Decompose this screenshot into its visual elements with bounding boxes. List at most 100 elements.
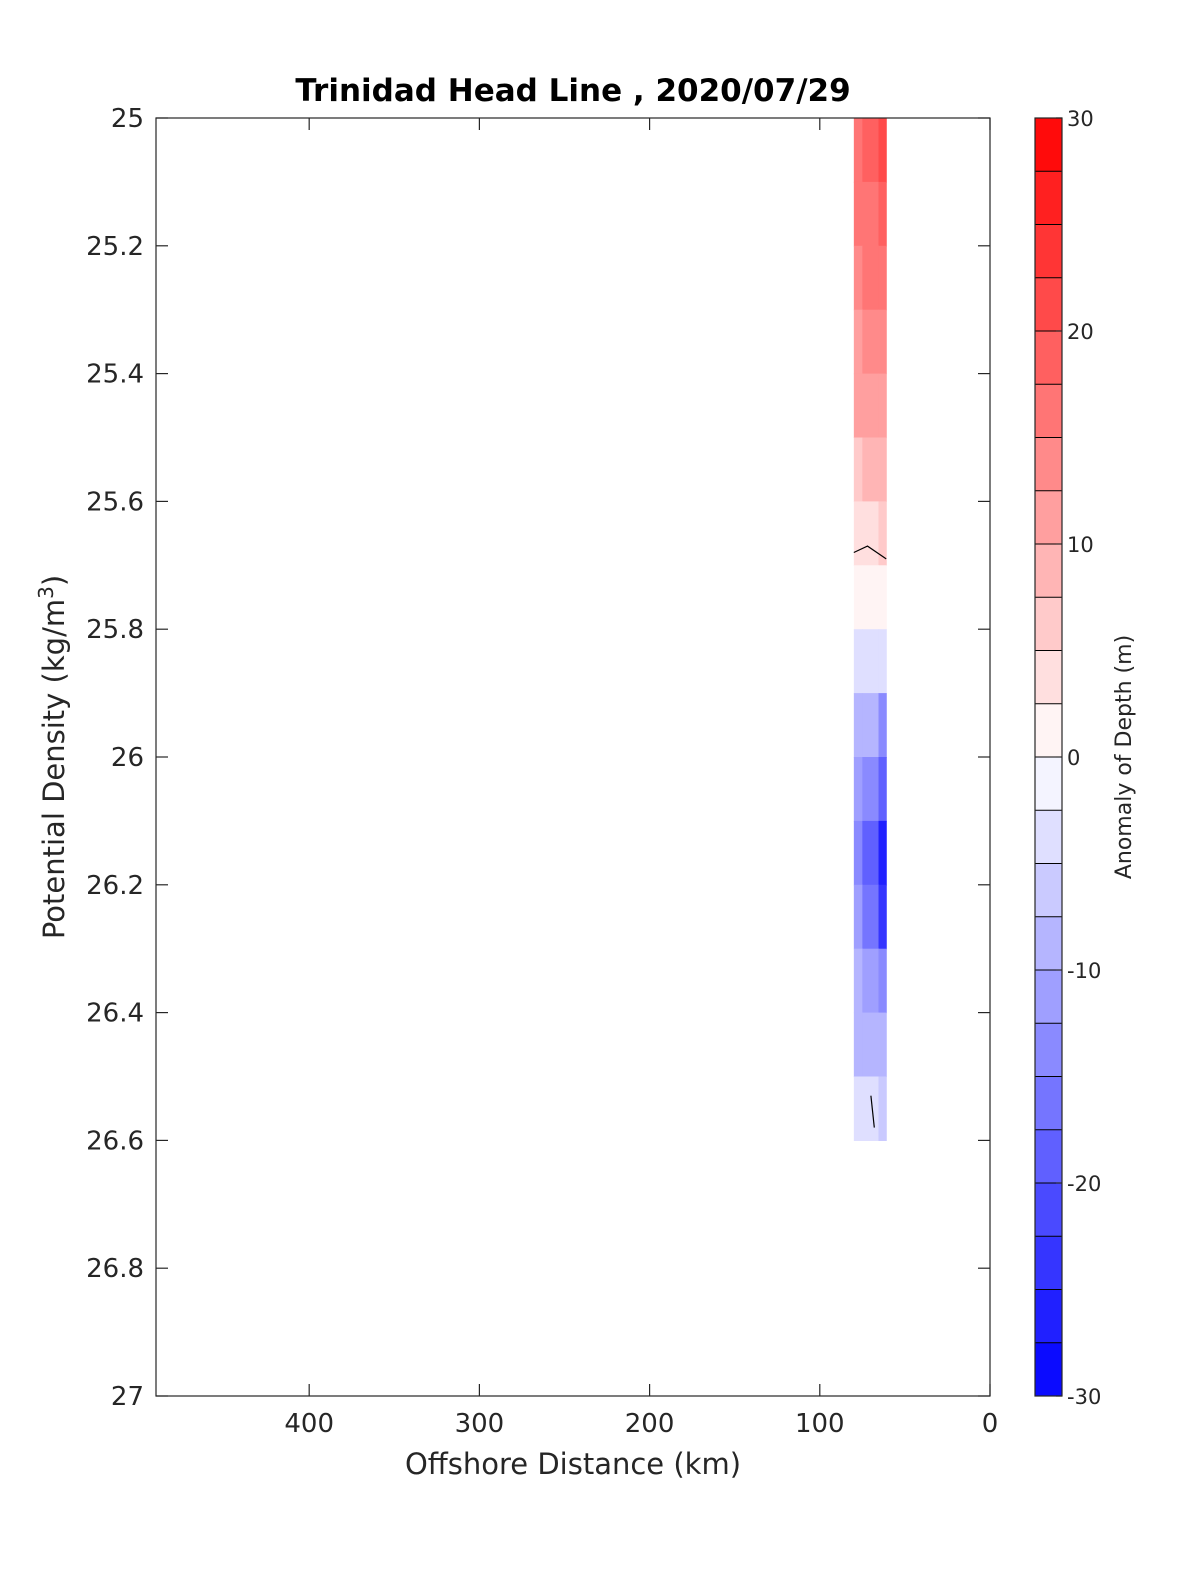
anomaly-cell (853, 1012, 863, 1078)
anomaly-cell (853, 309, 863, 375)
colorbar-level (1035, 1289, 1062, 1343)
y-tick-label: 25 (111, 104, 144, 134)
anomaly-cell (862, 118, 880, 183)
colorbar-tick-label: 20 (1067, 320, 1094, 344)
colorbar-level (1035, 171, 1062, 225)
colorbar-level (1035, 650, 1062, 704)
colorbar-level (1035, 1129, 1062, 1183)
anomaly-cell (878, 629, 887, 694)
x-tick-label: 200 (625, 1409, 675, 1439)
anomaly-cell (853, 245, 863, 311)
anomaly-cell (853, 181, 863, 247)
anomaly-cell (862, 820, 880, 886)
anomaly-cell (853, 118, 863, 183)
zero-contour-line (853, 545, 887, 560)
anomaly-cell (862, 1076, 880, 1141)
colorbar-level (1035, 490, 1062, 544)
anomaly-cell (878, 565, 887, 630)
colorbar-level (1035, 1076, 1062, 1130)
anomaly-cell (853, 437, 863, 502)
y-tick-label: 26 (111, 743, 144, 773)
colorbar-tick-label: 0 (1067, 746, 1080, 770)
y-tick-label: 25.4 (86, 360, 144, 390)
anomaly-cell (862, 1012, 880, 1078)
colorbar-level (1035, 224, 1062, 278)
anomaly-cell (862, 757, 880, 822)
colorbar-level (1035, 384, 1062, 438)
colorbar-ticks: 30 20 10 0 -10 -20 -30 (1056, 107, 1101, 1409)
y-axis-title-superscript: 3 (34, 586, 58, 599)
anomaly-cell (862, 437, 880, 502)
x-tick-label: 0 (982, 1409, 999, 1439)
anomaly-cell (878, 1012, 887, 1078)
anomaly-cell (862, 245, 880, 311)
colorbar-level (1035, 1023, 1062, 1077)
colorbar-level (1035, 277, 1062, 331)
anomaly-cell (862, 501, 880, 566)
anomaly-cell (853, 820, 863, 886)
colorbar: 30 20 10 0 -10 -20 -30 Anomaly of Depth (m) (1034, 107, 1137, 1409)
colorbar-level (1035, 597, 1062, 651)
anomaly-cell (853, 757, 863, 822)
colorbar-level (1035, 118, 1062, 172)
anomaly-cell (853, 948, 863, 1014)
anomaly-cell (862, 181, 880, 247)
anomaly-cell (853, 693, 863, 758)
anomaly-cell (878, 245, 887, 311)
contour-fill (853, 118, 887, 1141)
y-tick-label: 26.2 (86, 871, 144, 901)
chart-title: Trinidad Head Line , 2020/07/29 (295, 73, 850, 109)
anomaly-cell (853, 373, 863, 439)
colorbar-level (1035, 331, 1062, 385)
zero-contour-line (870, 1095, 875, 1128)
anomaly-cell (878, 948, 887, 1014)
plot-area: 400 300 200 100 0 25 25.2 25.4 25.6 25.8 26 26.2 26… (86, 104, 998, 1439)
colorbar-levels (1035, 118, 1062, 1396)
anomaly-cell (853, 629, 863, 694)
anomaly-cell (853, 565, 863, 630)
colorbar-level (1035, 1342, 1062, 1396)
anomaly-cell (878, 437, 887, 502)
anomaly-cell (862, 309, 880, 375)
colorbar-level (1035, 863, 1062, 917)
colorbar-level (1035, 970, 1062, 1024)
x-tick-label: 400 (284, 1409, 334, 1439)
anomaly-cell (878, 1076, 887, 1141)
anomaly-cell (878, 693, 887, 758)
anomaly-cell (862, 948, 880, 1014)
anomaly-cell (862, 693, 880, 758)
colorbar-tick-label: -30 (1067, 1385, 1101, 1409)
anomaly-cell (862, 373, 880, 439)
y-axis-title: Potential Density (kg/m3) (34, 575, 71, 939)
anomaly-cell (878, 373, 887, 439)
anomaly-cell (853, 1076, 863, 1141)
zero-contour-lines (853, 545, 887, 1128)
colorbar-title: Anomaly of Depth (m) (1112, 635, 1137, 879)
anomaly-cell (878, 309, 887, 375)
anomaly-cell (862, 629, 880, 694)
anomaly-cell (862, 884, 880, 950)
colorbar-level (1035, 544, 1062, 598)
colorbar-level (1035, 916, 1062, 970)
y-axis-ticks: 25 25.2 25.4 25.6 25.8 26 26.2 26.4 26.6 26.8 27 (86, 104, 990, 1412)
anomaly-cell (853, 884, 863, 950)
colorbar-level (1035, 437, 1062, 491)
y-tick-label: 25.8 (86, 615, 144, 645)
colorbar-level (1035, 1183, 1062, 1237)
anomaly-cell (878, 118, 887, 183)
y-tick-label: 27 (111, 1382, 144, 1412)
colorbar-level (1035, 703, 1062, 757)
y-axis-title-close: ) (37, 575, 71, 586)
anomaly-cell (878, 501, 887, 566)
anomaly-cell (878, 181, 887, 247)
colorbar-tick-label: 30 (1067, 107, 1094, 131)
y-tick-label: 25.2 (86, 232, 144, 262)
y-tick-label: 26.6 (86, 1126, 144, 1156)
anomaly-cell (878, 884, 887, 950)
plot-background (156, 118, 990, 1396)
anomaly-cell (878, 820, 887, 886)
y-axis-title-main: Potential Density (kg/m (37, 599, 71, 939)
colorbar-level (1035, 810, 1062, 864)
colorbar-tick-label: -20 (1067, 1172, 1101, 1196)
